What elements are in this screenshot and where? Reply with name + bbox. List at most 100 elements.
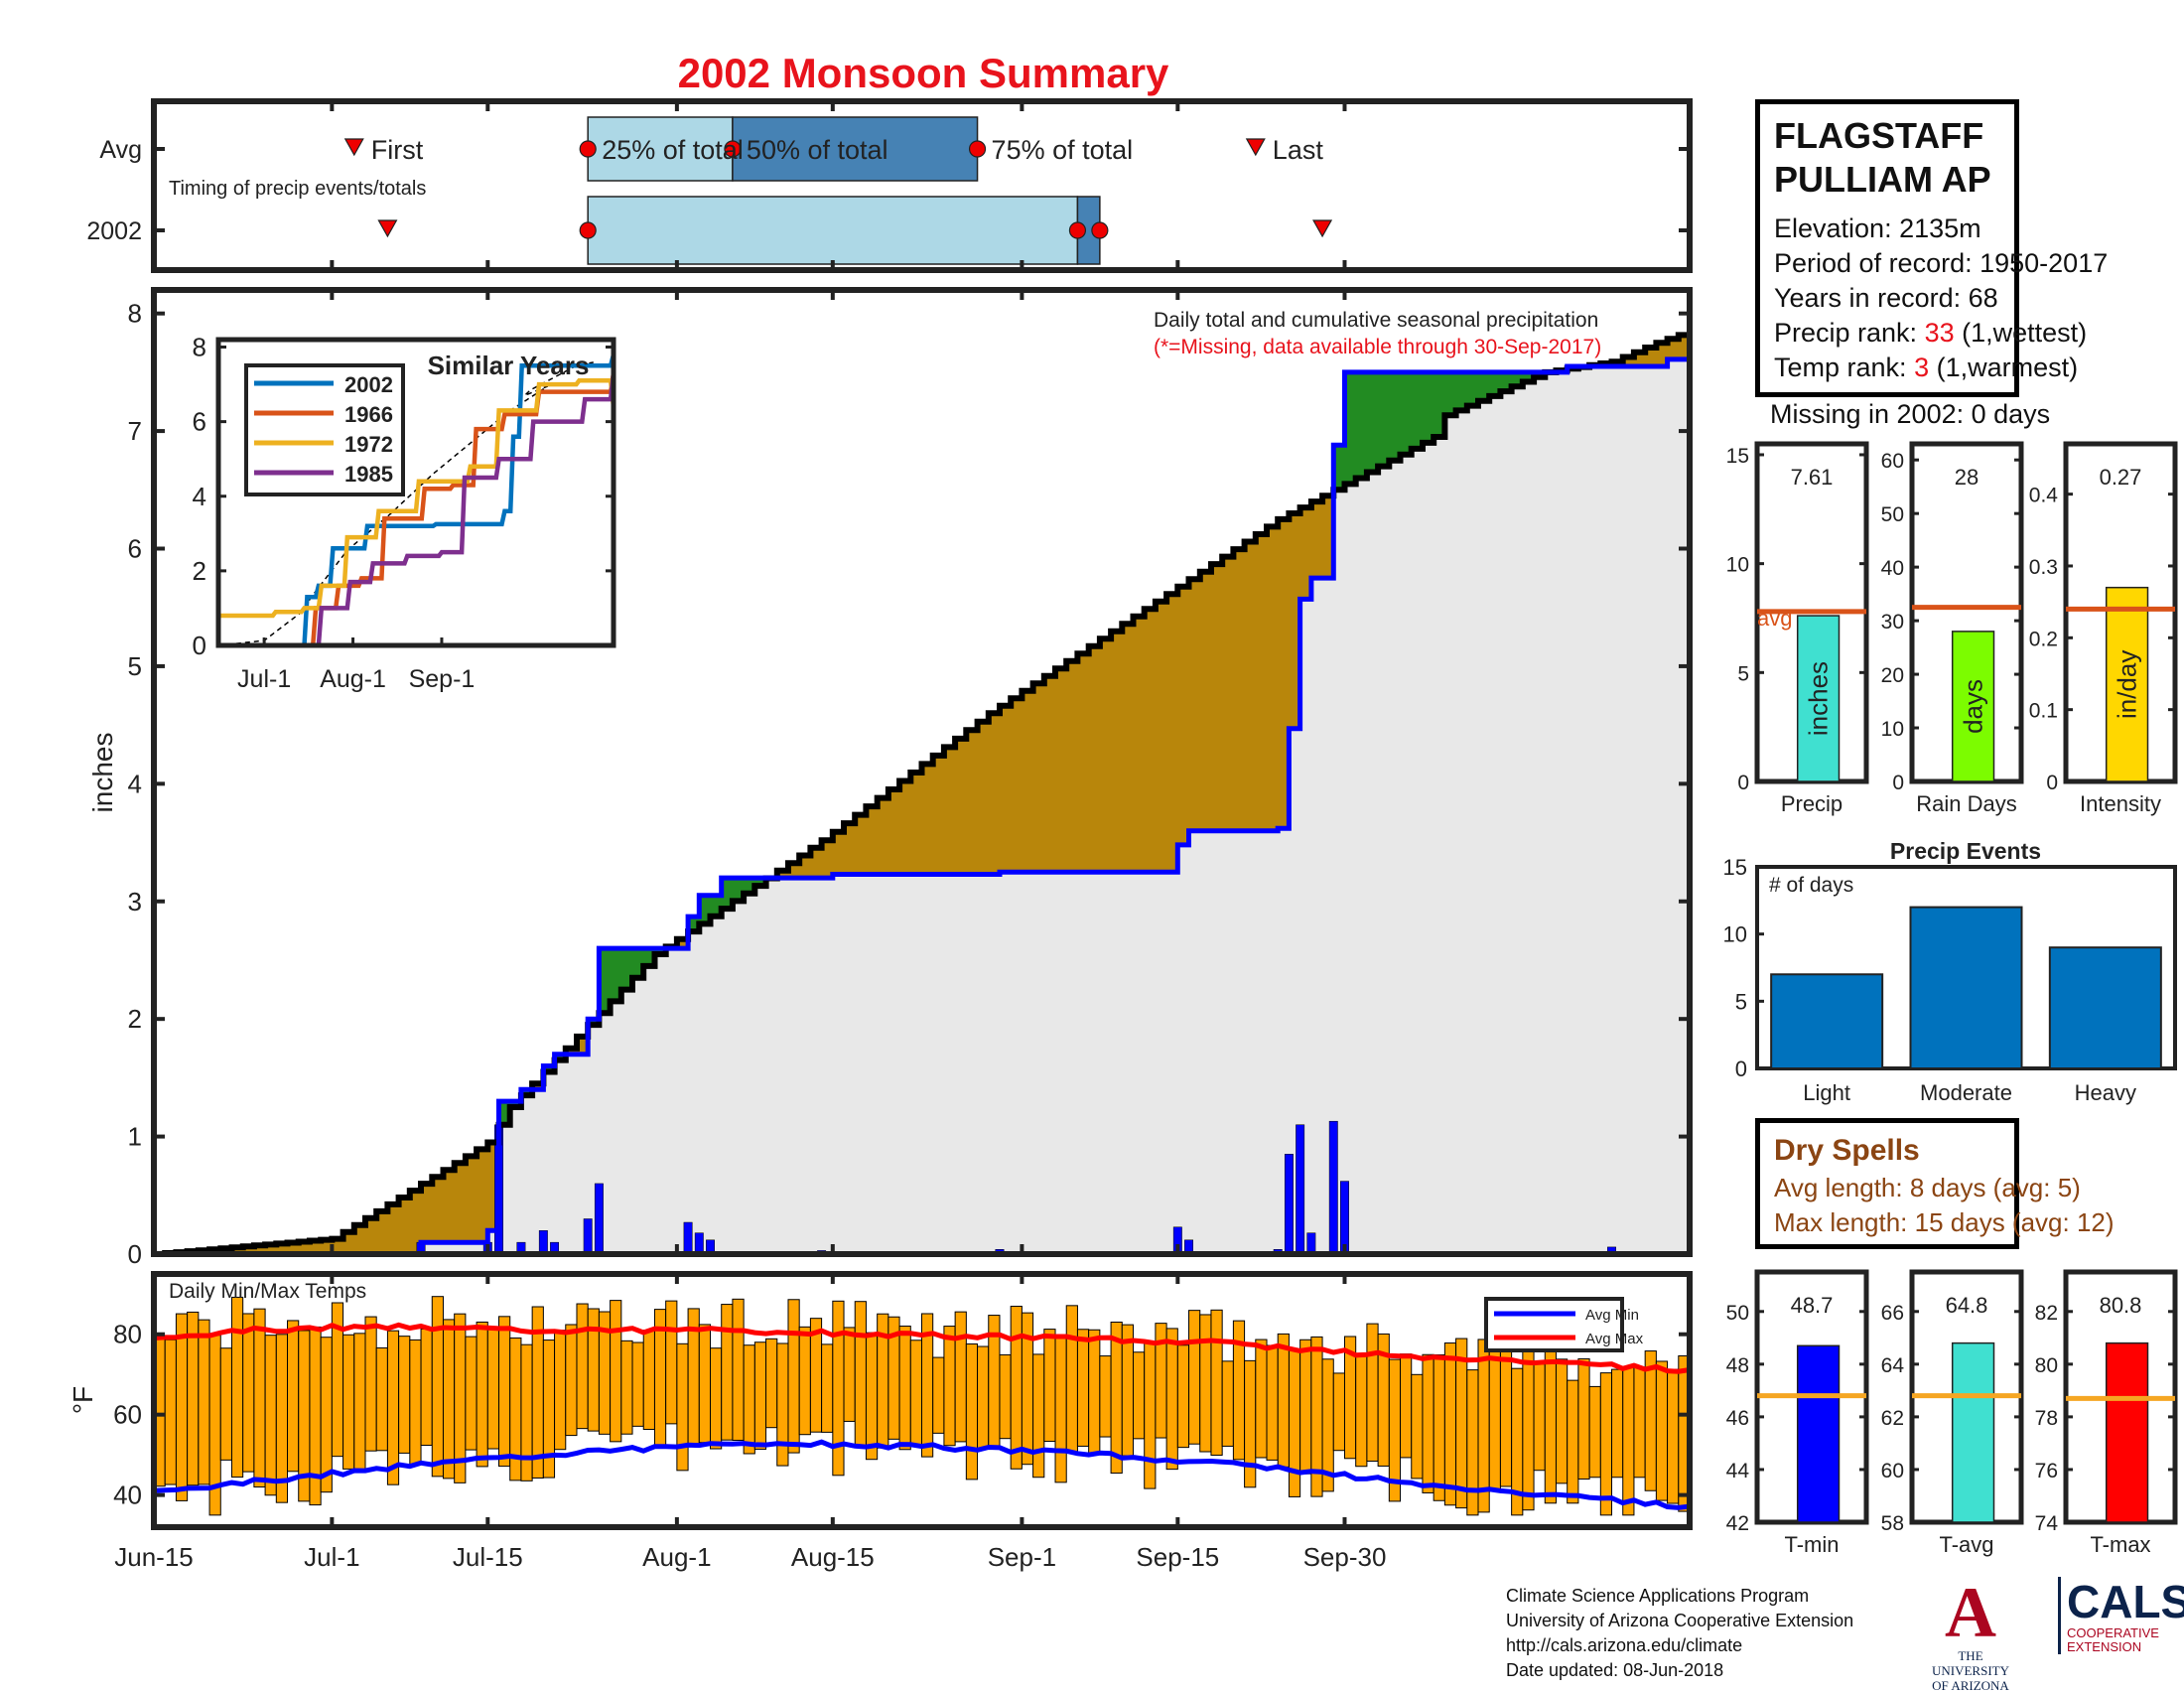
station-info-box: FLAGSTAFF PULLIAM AP Elevation: 2135m Pe… [1755, 99, 2108, 397]
events-title: Precip Events [1890, 838, 2041, 864]
precip-average-cumulative-line [154, 332, 1690, 1257]
temp-daily-range-bar [164, 1339, 177, 1485]
precip-y-tick-label: 1 [128, 1122, 142, 1152]
date-x-tick-label: Sep-1 [988, 1542, 1056, 1572]
precip-daily-bar [683, 1221, 693, 1255]
temp-daily-range-bar [1411, 1373, 1424, 1480]
cals-logo-sub1: COOPERATIVE [2067, 1625, 2159, 1640]
season-precip-y-tick-label: 15 [1726, 445, 1749, 468]
season-precip-y-tick-label: 0 [1737, 772, 1749, 794]
precip-daily-bar [1284, 1154, 1294, 1255]
season-temp-category-label: T-min [1785, 1532, 1840, 1557]
precip-rank: Precip rank: 33 (1,wettest) [1774, 316, 2087, 351]
temp-daily-range-bar [776, 1342, 789, 1467]
temp-daily-range-bar [498, 1316, 511, 1468]
temp-rank-label: Temp rank: [1774, 353, 1915, 382]
season-precip-y-tick-label: 40 [1881, 557, 1904, 580]
temp-daily-range-bar [1266, 1344, 1279, 1461]
temp-daily-range-bar [954, 1311, 967, 1443]
precip-y-tick-label: 5 [128, 651, 142, 681]
inset-frame [215, 337, 616, 648]
temp-daily-range-bar [943, 1326, 956, 1447]
temp-daily-range-bar [364, 1316, 377, 1452]
temp-daily-range-bar [1132, 1351, 1146, 1440]
temp-daily-range-bar [1555, 1358, 1569, 1484]
season-temp-y-tick-label: 46 [1726, 1407, 1749, 1430]
temp-daily-range-bar [865, 1332, 879, 1461]
temp-daily-range-bar [1366, 1323, 1379, 1462]
temp-y-tick-label: 80 [113, 1320, 142, 1349]
timing-first-label: First [371, 135, 424, 165]
temp-daily-range-bar [832, 1300, 845, 1477]
season-temp-value-label: 48.7 [1791, 1293, 1834, 1318]
season-temp-y-tick-label: 78 [2035, 1407, 2058, 1430]
dry-spells-max: Max length: 15 days (avg: 12) [1774, 1207, 2115, 1237]
credits-line2: University of Arizona Cooperative Extens… [1506, 1611, 1854, 1630]
season-precip-y-tick-label: 60 [1881, 450, 1904, 473]
season-temp-y-tick-label: 60 [1881, 1460, 1904, 1482]
temp-daily-range-bar [676, 1342, 689, 1472]
temp-daily-range-bar [843, 1327, 856, 1422]
season-precip-y-tick-label: 50 [1881, 503, 1904, 526]
timing-p75-label: 75% of total [992, 135, 1134, 165]
temp-daily-range-bar [565, 1324, 578, 1437]
inset-legend-label: 2002 [344, 372, 393, 397]
temp-daily-range-bar [721, 1304, 734, 1441]
credits-line3: http://cals.arizona.edu/climate [1506, 1635, 1743, 1655]
temp-daily-range-bar [898, 1326, 911, 1451]
precip-daily-bar [694, 1232, 704, 1255]
missing-days: Missing in 2002: 0 days [1770, 399, 2051, 429]
temp-daily-range-bar [1644, 1350, 1657, 1491]
temp-daily-range-bar [1210, 1309, 1223, 1456]
temp-daily-range-bar [1667, 1368, 1680, 1504]
temp-y-axis-label: °F [68, 1386, 98, 1414]
temp-daily-range-bar [1076, 1329, 1090, 1447]
inset-title: Similar Years [428, 351, 590, 380]
season-temp-value-label: 80.8 [2100, 1293, 2142, 1318]
temp-daily-range-bar [1400, 1353, 1413, 1459]
season-precip-bar [2105, 586, 2149, 782]
inset-x-tick-label: Sep-1 [409, 665, 476, 693]
temp-daily-range-bar [476, 1321, 488, 1468]
temp-daily-range-bar [1577, 1357, 1590, 1481]
temp-daily-range-bar [1144, 1341, 1157, 1489]
temp-daily-range-bar [999, 1353, 1012, 1440]
temp-daily-range-bar [230, 1296, 244, 1479]
timing-percentile-dot [579, 221, 597, 239]
precip-overlap-group [154, 358, 1690, 1254]
timing-first-last-marker [377, 219, 398, 238]
timing-percentile-dot [579, 140, 597, 158]
station-elevation: Elevation: 2135m [1774, 213, 1981, 243]
events-bar [2048, 946, 2162, 1070]
temp-panel-title: Daily Min/Max Temps [169, 1280, 366, 1303]
temp-daily-range-bar [1244, 1359, 1257, 1488]
precip-y-tick-label: 3 [128, 887, 142, 917]
precip-observed-area-fill [154, 358, 1690, 1254]
precip-y-tick-label: 2 [128, 1004, 142, 1034]
temp-daily-range-bar [1176, 1344, 1190, 1449]
timing-box-25-50 [587, 196, 1079, 265]
temp-daily-range-bar [1010, 1306, 1023, 1470]
precip-panel-note: (*=Missing, data available through 30-Se… [1154, 336, 1601, 358]
temp-daily-range-bar [620, 1340, 633, 1435]
temp-daily-range-bar [554, 1330, 567, 1451]
station-name-line1: FLAGSTAFF [1774, 115, 1984, 156]
date-x-tick-label: Jul-15 [453, 1542, 523, 1572]
temp-daily-range-bar [454, 1313, 467, 1483]
temp-daily-range-bar [1567, 1379, 1579, 1504]
season-temp-y-tick-label: 74 [2035, 1512, 2059, 1535]
season-temp-category-label: T-avg [1939, 1532, 1993, 1557]
season-precip-unit-label: days [1959, 679, 1988, 734]
season-precip-bar [1951, 631, 1995, 782]
date-x-tick-label: Jun-15 [114, 1542, 194, 1572]
temp-daily-range-bar [442, 1319, 456, 1480]
temp-daily-range-bar [1088, 1329, 1101, 1456]
cals-logo-sub2: EXTENSION [2067, 1639, 2142, 1654]
inset-similar-year-line [218, 378, 616, 619]
season-precip-unit-label: in/day [2113, 650, 2142, 719]
date-x-tick-label: Aug-1 [642, 1542, 711, 1572]
events-bar [1909, 906, 2023, 1069]
temp-daily-range-bar [1099, 1355, 1112, 1438]
precip-y-tick-label: 4 [128, 769, 142, 798]
temp-legend-avg-min-label: Avg Min [1585, 1307, 1639, 1324]
